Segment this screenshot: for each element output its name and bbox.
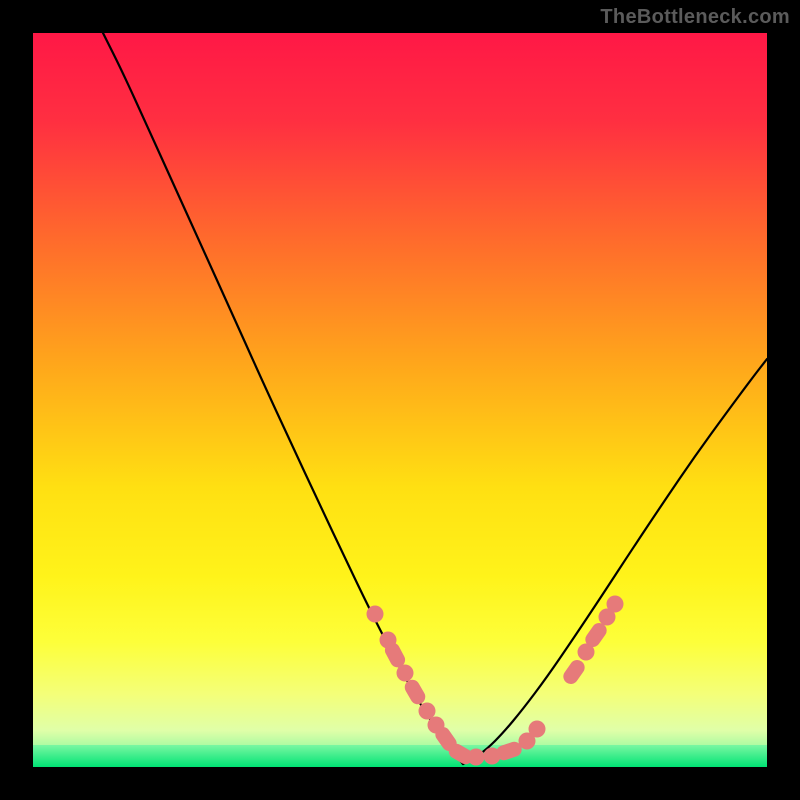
marker-circle bbox=[607, 596, 624, 613]
curve-layer bbox=[33, 33, 767, 767]
bottleneck-curve bbox=[463, 359, 767, 764]
marker-circle bbox=[419, 703, 436, 720]
marker-circle bbox=[529, 721, 546, 738]
marker-circle bbox=[367, 606, 384, 623]
marker-circle bbox=[468, 749, 485, 766]
plot-area bbox=[33, 33, 767, 767]
marker-capsule bbox=[560, 657, 587, 687]
chart-frame: TheBottleneck.com bbox=[0, 0, 800, 800]
marker-circle bbox=[397, 665, 414, 682]
marker-capsule bbox=[402, 677, 428, 707]
bottleneck-curve bbox=[103, 33, 463, 764]
watermark-text: TheBottleneck.com bbox=[600, 6, 790, 29]
